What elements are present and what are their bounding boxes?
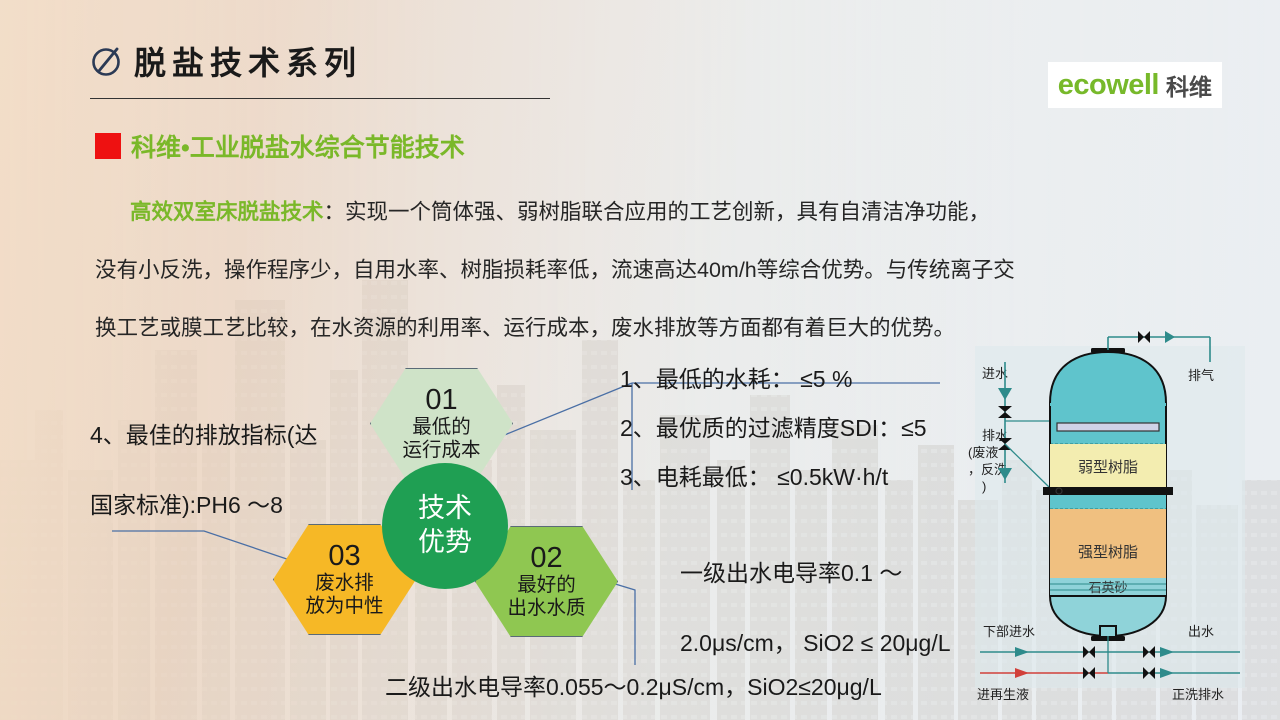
svg-text:进水: 进水: [982, 366, 1008, 381]
svg-text:排气: 排气: [1188, 368, 1214, 383]
svg-text:): ): [982, 479, 986, 494]
svg-text:出水: 出水: [1188, 624, 1214, 639]
svg-text:强型树脂: 强型树脂: [1078, 544, 1138, 561]
svg-text:进再生液: 进再生液: [977, 687, 1029, 702]
svg-text:下部进水: 下部进水: [983, 624, 1035, 639]
svg-text:(废液: (废液: [968, 445, 998, 460]
svg-text:弱型树脂: 弱型树脂: [1078, 459, 1138, 476]
svg-text:石英砂: 石英砂: [1088, 580, 1127, 595]
svg-text:正洗排水: 正洗排水: [1172, 687, 1224, 702]
